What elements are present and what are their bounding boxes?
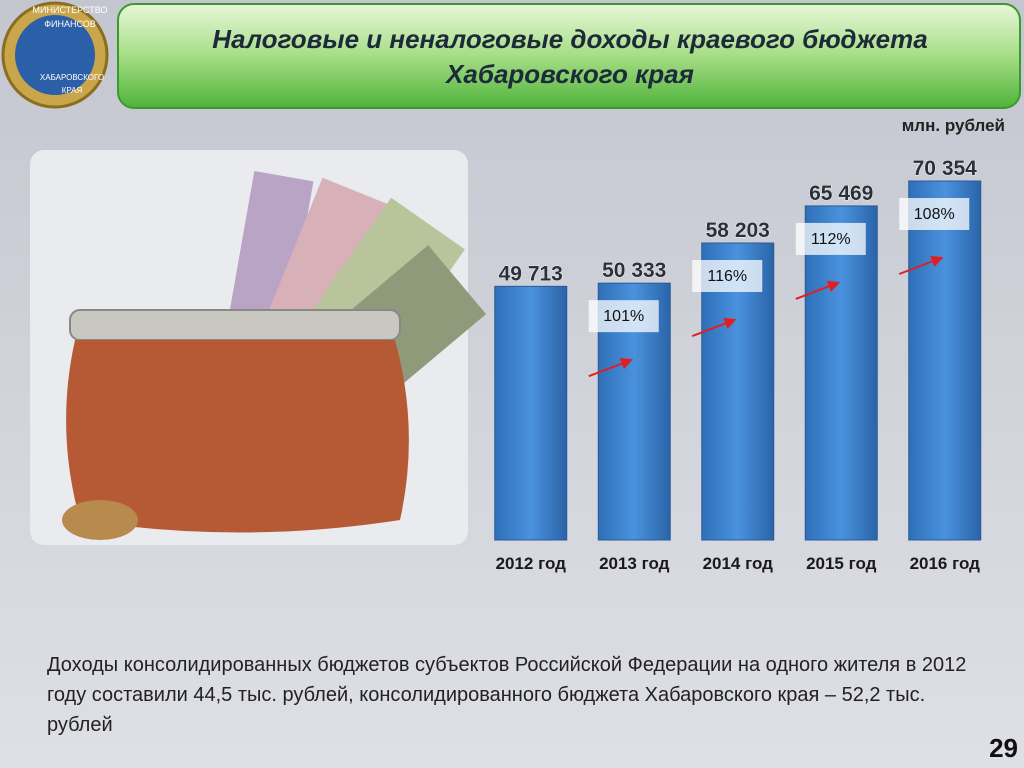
x-tick-label: 2013 год: [599, 554, 670, 573]
annotation: 116%: [707, 268, 747, 285]
bar: [908, 180, 982, 541]
x-tick-label: 2015 год: [806, 554, 877, 573]
annotation-box: [795, 222, 866, 255]
bar: [701, 242, 775, 541]
x-tick-label: 2014 год: [703, 554, 774, 573]
value-label: 70 354: [913, 157, 978, 180]
logo-text: ФИНАНСОВ: [44, 19, 96, 29]
annotation-box: [588, 300, 659, 333]
chart-title: Налоговые и неналоговые доходы краевого …: [212, 24, 928, 89]
photo: [30, 150, 487, 545]
annotation-box: [899, 198, 970, 230]
annotation: 112%: [811, 231, 851, 248]
logo: МИНИСТЕРСТВО ФИНАНСОВ ХАБАРОВСКОГО КРАЯ: [1, 1, 109, 109]
logo-text: ХАБАРОВСКОГО: [40, 73, 104, 82]
value-label: 49 713: [499, 262, 563, 285]
annotation-arrow: [691, 317, 737, 337]
value-label: 65 469: [809, 182, 873, 205]
annotation: 101%: [603, 308, 644, 325]
bar: [804, 205, 878, 541]
annotation: 108%: [914, 206, 955, 223]
logo-text: МИНИСТЕРСТВО: [33, 5, 108, 15]
logo-text: КРАЯ: [62, 86, 83, 95]
unit-label: млн. рублей: [902, 116, 1005, 135]
value-label: 50 333: [602, 259, 666, 282]
annotation-arrow: [898, 255, 944, 275]
title-banner: [117, 3, 1021, 109]
annotation-arrow: [795, 280, 840, 300]
value-label: 58 203: [706, 219, 770, 242]
bar: [494, 285, 568, 541]
page-number: 29: [989, 733, 1018, 763]
note: Доходы консолидированных бюджетов субъек…: [47, 654, 967, 736]
x-tick-label: 2012 год: [496, 554, 567, 573]
x-tick-label: 2016 год: [910, 554, 981, 573]
annotation-arrow: [588, 357, 633, 378]
annotation-box: [692, 260, 763, 293]
